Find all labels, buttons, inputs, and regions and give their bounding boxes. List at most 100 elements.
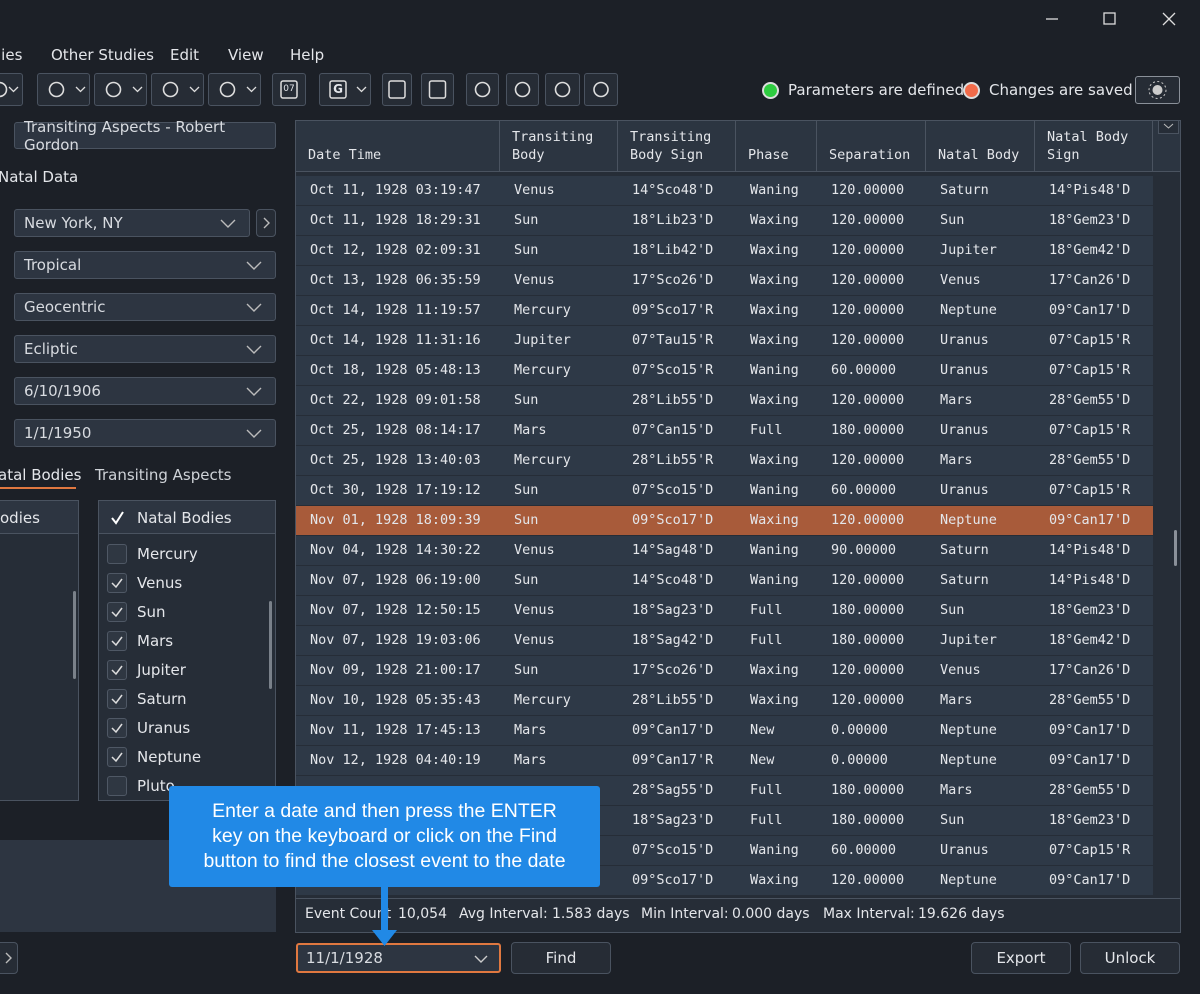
dropdown[interactable]: 1/1/1950 [14, 419, 276, 447]
column-menu[interactable] [1158, 120, 1179, 134]
checkbox[interactable] [107, 631, 127, 651]
table-row[interactable] [296, 236, 1153, 265]
table-row[interactable] [296, 356, 1153, 385]
menu-item[interactable]: View [228, 46, 264, 64]
tool-button[interactable] [506, 73, 539, 106]
tool-button[interactable] [208, 73, 261, 106]
column-header[interactable]: Natal Body Sign [1035, 121, 1153, 172]
checkbox[interactable] [107, 776, 127, 796]
menu-item[interactable]: Other Studies [51, 46, 155, 64]
find-button[interactable]: Find [511, 942, 611, 974]
table-row[interactable] [296, 176, 1153, 205]
tab[interactable]: Transiting Aspects [95, 466, 232, 484]
table-row[interactable] [296, 266, 1153, 295]
cell: Saturn [940, 182, 989, 198]
table-row[interactable] [296, 476, 1153, 505]
table-row[interactable] [296, 656, 1153, 685]
dropdown[interactable]: Tropical [14, 251, 276, 279]
column-header[interactable]: Date Time [296, 121, 500, 172]
table-row[interactable] [296, 506, 1153, 535]
close[interactable] [1162, 12, 1176, 26]
tool-button[interactable] [94, 73, 147, 106]
column-header[interactable]: Natal Body [926, 121, 1035, 172]
tab[interactable]: atal Bodies [0, 466, 82, 484]
table-row[interactable] [296, 746, 1153, 775]
menu-item[interactable]: lies [0, 46, 23, 64]
header-text: Natal Body Sign [1047, 129, 1129, 163]
check [111, 665, 123, 676]
header-text: Separation [829, 147, 911, 163]
checkbox[interactable] [107, 544, 127, 564]
tool-button[interactable]: G [319, 73, 371, 106]
cell: Mars [940, 692, 973, 708]
tool-icon [593, 81, 609, 98]
body-name: Jupiter [137, 661, 186, 679]
checkbox[interactable] [107, 660, 127, 680]
menu-item[interactable]: Edit [170, 46, 200, 64]
location-button[interactable] [256, 209, 276, 237]
table-row[interactable] [296, 566, 1153, 595]
cell: New [750, 752, 775, 768]
expand-button[interactable] [0, 942, 18, 974]
tool-button[interactable] [421, 73, 454, 106]
dropdown[interactable]: Geocentric [14, 293, 276, 321]
dropdown[interactable]: New York, NY [14, 209, 250, 237]
table-row[interactable] [296, 446, 1153, 475]
checkbox[interactable] [107, 602, 127, 622]
date-input[interactable]: 11/1/1928 [296, 943, 501, 973]
cell: Waning [750, 542, 799, 558]
study-name[interactable]: Transiting Aspects - Robert Gordon [14, 118, 276, 154]
column-header[interactable]: Transiting Body Sign [618, 121, 736, 172]
table-row[interactable] [296, 296, 1153, 325]
cell: Mars [940, 782, 973, 798]
table-row[interactable] [296, 326, 1153, 355]
tool-icon [48, 81, 86, 98]
cell: 18°Sag23'D [632, 602, 714, 618]
column-header[interactable]: Separation [817, 121, 926, 172]
table-row[interactable] [296, 716, 1153, 745]
dropdown[interactable]: 6/10/1906 [14, 377, 276, 405]
unlock-button[interactable]: Unlock [1080, 942, 1180, 974]
cell: 28°Gem55'D [1049, 452, 1131, 468]
checkbox[interactable] [107, 573, 127, 593]
cell: Jupiter [940, 242, 997, 258]
checkbox[interactable] [107, 747, 127, 767]
cell: Oct 25, 1928 13:40:03 [310, 452, 481, 468]
table-scrollbar[interactable] [1174, 530, 1177, 566]
cell: 180.00000 [831, 422, 905, 438]
chevron [246, 303, 262, 312]
tool-button[interactable]: 07 [272, 73, 306, 106]
tool-button[interactable] [37, 73, 90, 106]
maximize[interactable] [1103, 12, 1116, 25]
menu-item[interactable]: Help [290, 46, 325, 64]
tool-button[interactable] [545, 73, 580, 106]
dropdown[interactable]: Ecliptic [14, 335, 276, 363]
tool-button[interactable] [584, 73, 618, 106]
table-row[interactable] [296, 206, 1153, 235]
table-row[interactable] [296, 386, 1153, 415]
checkbox[interactable] [107, 718, 127, 738]
column-header[interactable]: Transiting Body [500, 121, 618, 172]
tool-icon [329, 80, 367, 99]
summary-value: 1.583 days [552, 906, 630, 922]
theme-button[interactable] [1135, 76, 1180, 104]
checkbox[interactable] [107, 689, 127, 709]
export-button[interactable]: Export [971, 942, 1071, 974]
scrollbar[interactable] [73, 591, 76, 679]
cell: 17°Can26'D [1049, 662, 1131, 678]
cell: Waxing [750, 872, 799, 888]
table-row[interactable] [296, 596, 1153, 625]
tool-button[interactable] [382, 73, 412, 106]
cell: Jupiter [514, 332, 571, 348]
tool-button[interactable] [0, 73, 23, 106]
scrollbar[interactable] [269, 601, 272, 689]
column-header[interactable]: Phase [736, 121, 817, 172]
table-row[interactable] [296, 536, 1153, 565]
tool-button[interactable] [466, 73, 499, 106]
cell: 07°Sco15'D [632, 482, 714, 498]
summary-label: Avg Interval: [459, 906, 548, 922]
table-row[interactable] [296, 626, 1153, 655]
tool-button[interactable] [151, 73, 204, 106]
table-row[interactable] [296, 686, 1153, 715]
table-row[interactable] [296, 416, 1153, 445]
